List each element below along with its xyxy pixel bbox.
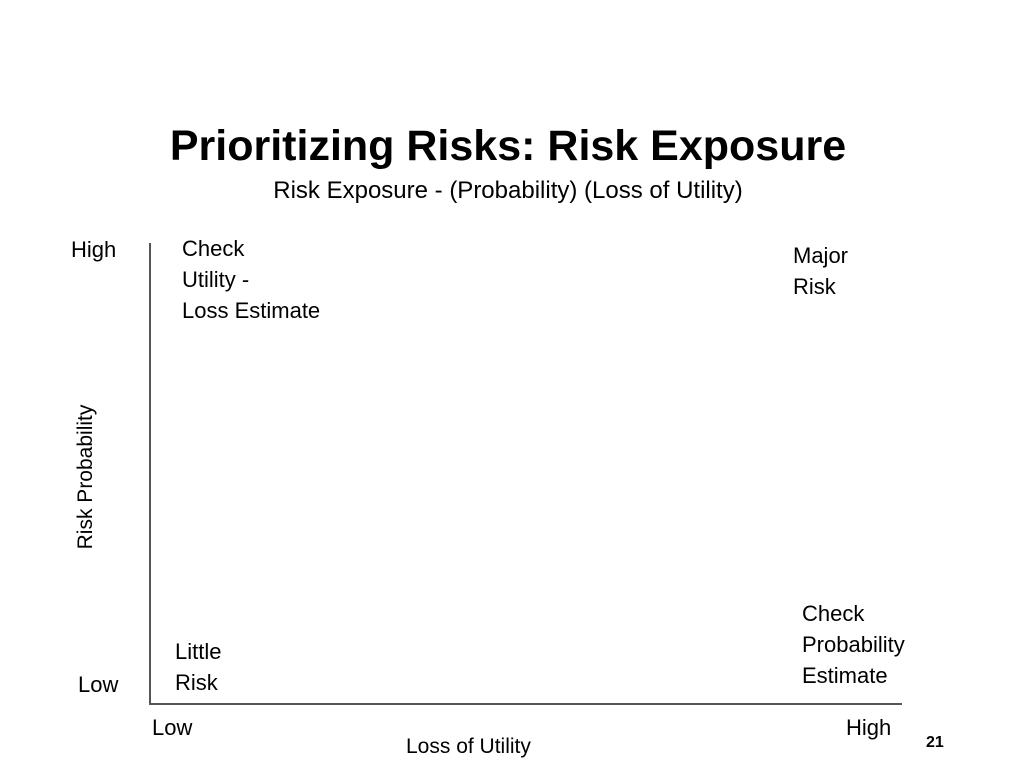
quadrant-bottom-right: Check Probability Estimate: [802, 598, 905, 691]
quadrant-top-left-line-3: Loss Estimate: [182, 298, 321, 323]
slide-subtitle: Risk Exposure - (Probability) (Loss of U…: [273, 177, 743, 204]
y-axis-low-label: Low: [78, 672, 119, 697]
quadrant-top-right: Major Risk: [793, 240, 848, 302]
y-axis-line: [149, 243, 151, 705]
quadrant-top-left-line-1: Check: [182, 236, 245, 261]
slide-title: Prioritizing Risks: Risk Exposure: [169, 122, 847, 170]
x-axis-title: Loss of Utility: [406, 735, 531, 758]
quadrant-bottom-right-line-3: Estimate: [802, 663, 888, 688]
quadrant-top-right-line-1: Major: [793, 243, 849, 268]
quadrant-bottom-left-line-2: Risk: [175, 670, 218, 695]
quadrant-top-right-line-2: Risk: [793, 274, 836, 299]
y-axis-title: Risk Probability: [74, 404, 97, 550]
x-axis-high-label: High: [846, 715, 892, 740]
quadrant-bottom-right-line-1: Check: [802, 601, 865, 626]
x-axis-low-label: Low: [152, 715, 193, 740]
quadrant-top-left: Check Utility - Loss Estimate: [182, 233, 320, 326]
x-axis-line: [149, 703, 902, 705]
page-number: 21: [926, 734, 944, 751]
y-axis-high-label: High: [71, 237, 117, 262]
quadrant-bottom-right-line-2: Probability: [802, 632, 905, 657]
quadrant-top-left-line-2: Utility -: [182, 267, 250, 292]
quadrant-bottom-left-line-1: Little: [175, 639, 222, 664]
quadrant-bottom-left: Little Risk: [175, 636, 221, 698]
